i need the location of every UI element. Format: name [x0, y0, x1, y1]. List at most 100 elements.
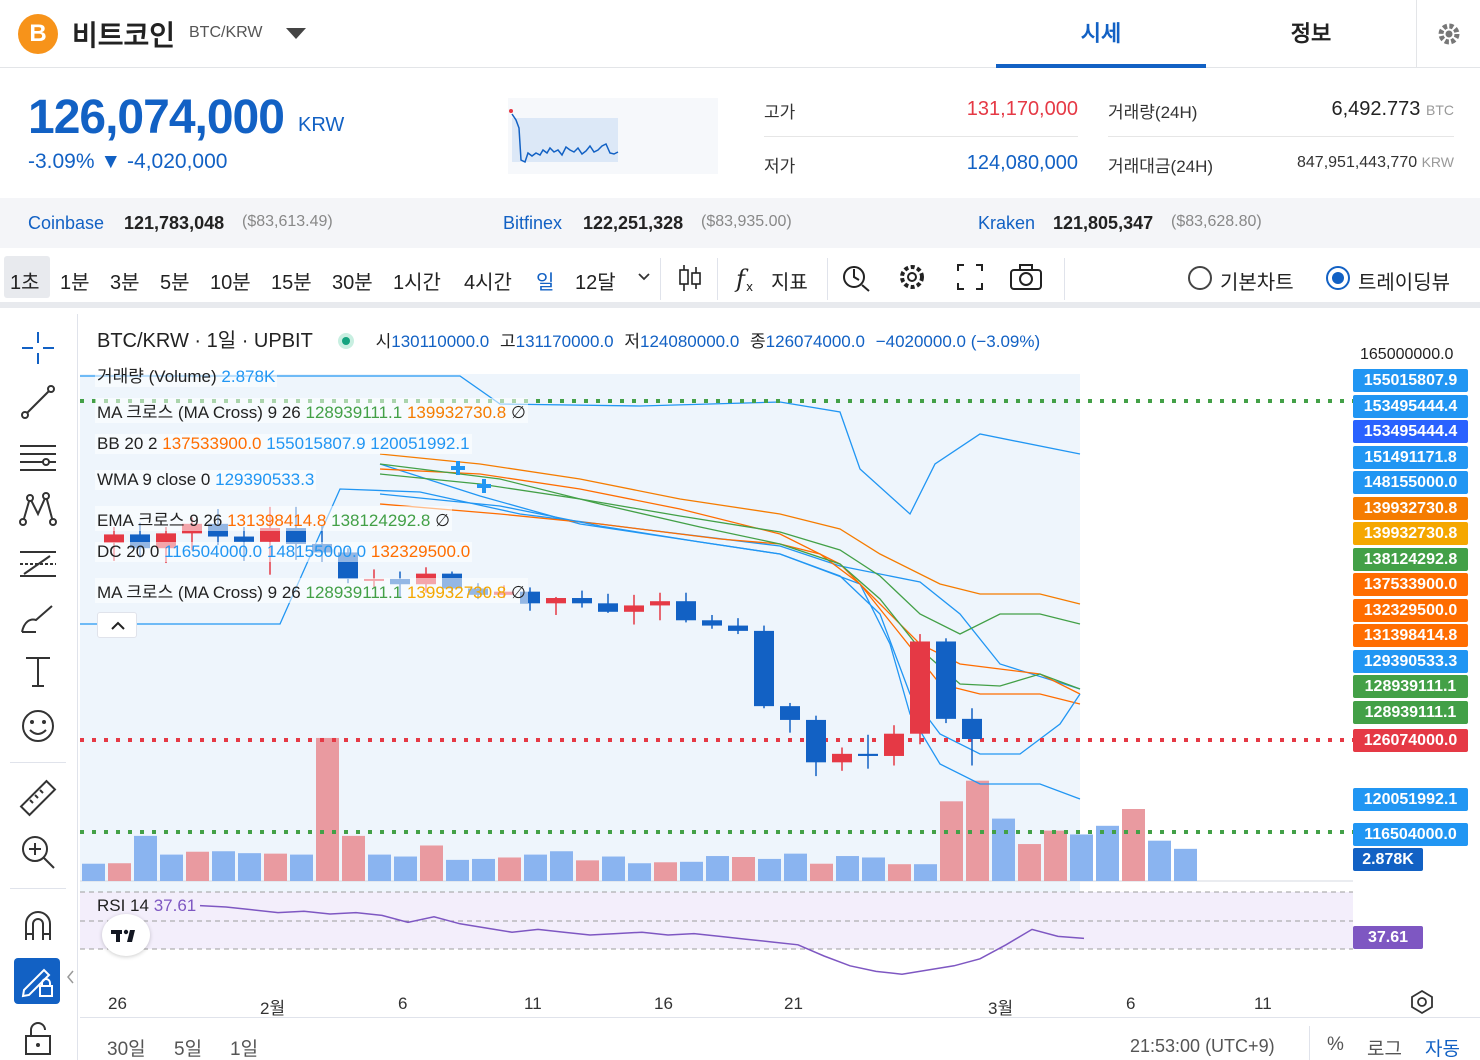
interval-5m[interactable]: 5분: [160, 272, 190, 294]
tradingview-logo-icon[interactable]: [102, 914, 150, 956]
fullscreen-icon[interactable]: [954, 261, 986, 298]
chart-settings-icon[interactable]: [896, 261, 928, 298]
percent-toggle[interactable]: %: [1327, 1034, 1344, 1055]
legend-ema-cross[interactable]: EMA 크로스 9 26 131398414.8 138124292.8 ∅: [95, 506, 452, 531]
lock-drawing-button[interactable]: [14, 958, 60, 1004]
volume-bar: [680, 861, 703, 881]
volume-bar: [238, 853, 261, 881]
candle-body: [832, 753, 852, 763]
collapse-chevron-icon[interactable]: [66, 968, 76, 986]
candle-body: [650, 601, 670, 606]
exchange-krw: 122,251,328: [583, 213, 684, 233]
exchange-name[interactable]: Bitfinex: [503, 213, 563, 233]
legend-bb[interactable]: BB 20 2 137533900.0 155015807.9 12005199…: [95, 434, 472, 454]
legend-volume[interactable]: 거래량 (Volume) 2.878K: [95, 362, 278, 387]
trading-chart[interactable]: BTC/KRW · 1일 · UPBIT 시130110000.0 고13117…: [80, 314, 1480, 1060]
magnet-icon[interactable]: [16, 904, 60, 948]
ema-name: EMA 크로스 9 26: [97, 511, 223, 530]
interval-1m[interactable]: 1분: [60, 272, 90, 294]
range-5d[interactable]: 5일: [174, 1039, 203, 1060]
exchange-krw: 121,805,347: [1053, 213, 1154, 233]
volume-value: 2.878K: [221, 367, 276, 386]
exchange-usd: ($83,613.49): [242, 213, 333, 230]
price-axis-label: 137533900.0: [1353, 573, 1468, 596]
ma-cross2-name: MA 크로스 (MA Cross) 9 26: [97, 583, 301, 602]
legend-collapse-button[interactable]: [97, 612, 137, 638]
value-24h: 847,951,443,770 KRW: [1230, 154, 1454, 172]
bb-v1: 137533900.0: [162, 434, 262, 453]
range-30d[interactable]: 30일: [107, 1039, 146, 1060]
open-value: 130110000.0: [391, 332, 490, 351]
axis-settings-icon[interactable]: [1408, 988, 1436, 1016]
interval-1s[interactable]: 1초: [10, 272, 40, 294]
exchange-name[interactable]: Coinbase: [28, 213, 105, 233]
price-axis-label: 155015807.9: [1353, 369, 1468, 392]
radio-icon: [1188, 266, 1212, 290]
legend-wma[interactable]: WMA 9 close 0 129390533.3: [95, 470, 317, 490]
exchange-name[interactable]: Kraken: [978, 213, 1036, 233]
forecast-icon[interactable]: [16, 542, 60, 586]
auto-toggle[interactable]: 자동: [1425, 1039, 1460, 1060]
crosshair-icon[interactable]: [16, 326, 60, 370]
zoom-in-icon[interactable]: [16, 830, 60, 874]
radio-tradingview[interactable]: 트레이딩뷰: [1326, 264, 1466, 294]
legend-ma-cross-2[interactable]: MA 크로스 (MA Cross) 9 26 128939111.1 13993…: [95, 578, 528, 603]
candle-type-icon[interactable]: [675, 261, 705, 300]
chart-symbol-legend: BTC/KRW · 1일 · UPBIT 시130110000.0 고13117…: [95, 324, 1042, 353]
legend-dc[interactable]: DC 20 0 116504000.0 148155000.0 13232950…: [95, 542, 473, 562]
range-1d[interactable]: 1일: [230, 1039, 259, 1060]
time-label: 2월: [260, 999, 286, 1018]
camera-icon[interactable]: [1008, 261, 1044, 298]
svg-text:x: x: [746, 280, 753, 294]
interval-day[interactable]: 일: [536, 272, 555, 294]
close-value: 126074000.0: [765, 332, 865, 351]
radio-basic-chart[interactable]: 기본차트: [1188, 264, 1308, 294]
interval-12month[interactable]: 12달: [575, 272, 616, 294]
ma-cross-name: MA 크로스 (MA Cross) 9 26: [97, 403, 301, 422]
volume-bar: [1096, 825, 1119, 881]
volume-bar: [446, 859, 469, 881]
ruler-icon[interactable]: [16, 776, 60, 820]
tab-price[interactable]: 시세: [996, 0, 1206, 68]
volume-bar: [342, 835, 365, 881]
lock-icon[interactable]: [16, 1016, 60, 1060]
tab-info[interactable]: 정보: [1290, 21, 1332, 46]
settings-button[interactable]: [1416, 0, 1480, 68]
interval-10m[interactable]: 10분: [210, 272, 251, 294]
pattern-icon[interactable]: [16, 488, 60, 532]
log-toggle[interactable]: 로그: [1367, 1039, 1402, 1060]
legend-ma-cross[interactable]: MA 크로스 (MA Cross) 9 26 128939111.1 13993…: [95, 398, 528, 423]
volume-bar: [628, 863, 651, 881]
ohlc-change: −4020000.0 (−3.09%): [875, 332, 1041, 351]
interval-30m[interactable]: 30분: [332, 272, 373, 294]
volume-bar: [602, 856, 625, 881]
price-axis-label: 138124292.8: [1353, 548, 1468, 571]
trend-line-icon[interactable]: [16, 380, 60, 424]
horizontal-lines-icon[interactable]: [16, 434, 60, 478]
change-amount: -4,020,000: [127, 150, 228, 173]
interval-3m[interactable]: 3분: [110, 272, 140, 294]
interval-1h[interactable]: 1시간: [393, 272, 441, 294]
chevron-down-icon[interactable]: [286, 28, 306, 39]
pencil-lock-icon: [21, 968, 53, 998]
candle-body: [286, 528, 306, 544]
chart-canvas[interactable]: [80, 314, 1480, 1060]
candle-body: [260, 528, 280, 542]
text-tool-icon[interactable]: [16, 650, 60, 694]
candle-body: [728, 625, 748, 631]
alert-icon[interactable]: [840, 261, 872, 298]
rsi-name: RSI 14: [97, 896, 149, 915]
interval-15m[interactable]: 15분: [271, 272, 312, 294]
ma-cross-v1: 128939111.1: [305, 403, 403, 422]
emoji-icon[interactable]: [16, 704, 60, 748]
legend-rsi[interactable]: RSI 14 37.61: [95, 896, 198, 916]
candle-body: [910, 641, 930, 734]
low-value: 124080000.0: [640, 332, 740, 351]
brush-icon[interactable]: [16, 596, 60, 640]
ma-cross-marker: [451, 461, 465, 475]
interval-chevron-icon[interactable]: [636, 268, 652, 289]
interval-4h[interactable]: 4시간: [464, 272, 512, 294]
